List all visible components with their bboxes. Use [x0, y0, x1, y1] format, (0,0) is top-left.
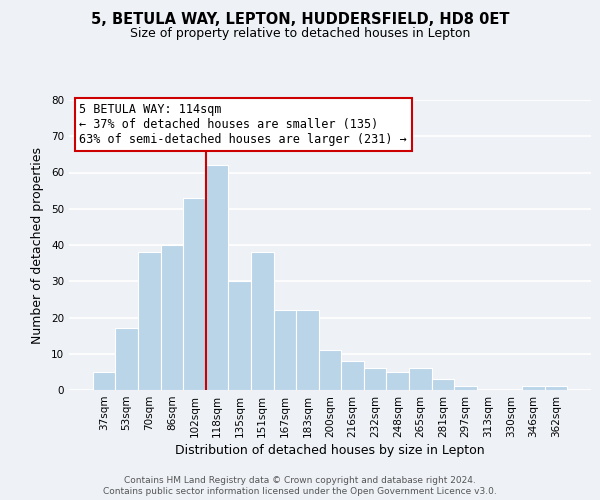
Bar	[364, 368, 386, 390]
Bar	[296, 310, 319, 390]
Bar	[386, 372, 409, 390]
Bar	[206, 165, 229, 390]
Bar	[409, 368, 431, 390]
Bar	[522, 386, 545, 390]
Bar	[545, 386, 567, 390]
Text: Contains HM Land Registry data © Crown copyright and database right 2024.: Contains HM Land Registry data © Crown c…	[124, 476, 476, 485]
Text: Contains public sector information licensed under the Open Government Licence v3: Contains public sector information licen…	[103, 488, 497, 496]
Text: 5 BETULA WAY: 114sqm
← 37% of detached houses are smaller (135)
63% of semi-deta: 5 BETULA WAY: 114sqm ← 37% of detached h…	[79, 103, 407, 146]
Text: Size of property relative to detached houses in Lepton: Size of property relative to detached ho…	[130, 28, 470, 40]
Bar	[454, 386, 477, 390]
Bar	[138, 252, 161, 390]
Bar	[341, 361, 364, 390]
Bar	[183, 198, 206, 390]
Text: 5, BETULA WAY, LEPTON, HUDDERSFIELD, HD8 0ET: 5, BETULA WAY, LEPTON, HUDDERSFIELD, HD8…	[91, 12, 509, 28]
X-axis label: Distribution of detached houses by size in Lepton: Distribution of detached houses by size …	[175, 444, 485, 457]
Bar	[274, 310, 296, 390]
Bar	[431, 379, 454, 390]
Bar	[161, 245, 183, 390]
Bar	[319, 350, 341, 390]
Bar	[251, 252, 274, 390]
Bar	[229, 281, 251, 390]
Bar	[93, 372, 115, 390]
Bar	[115, 328, 138, 390]
Y-axis label: Number of detached properties: Number of detached properties	[31, 146, 44, 344]
